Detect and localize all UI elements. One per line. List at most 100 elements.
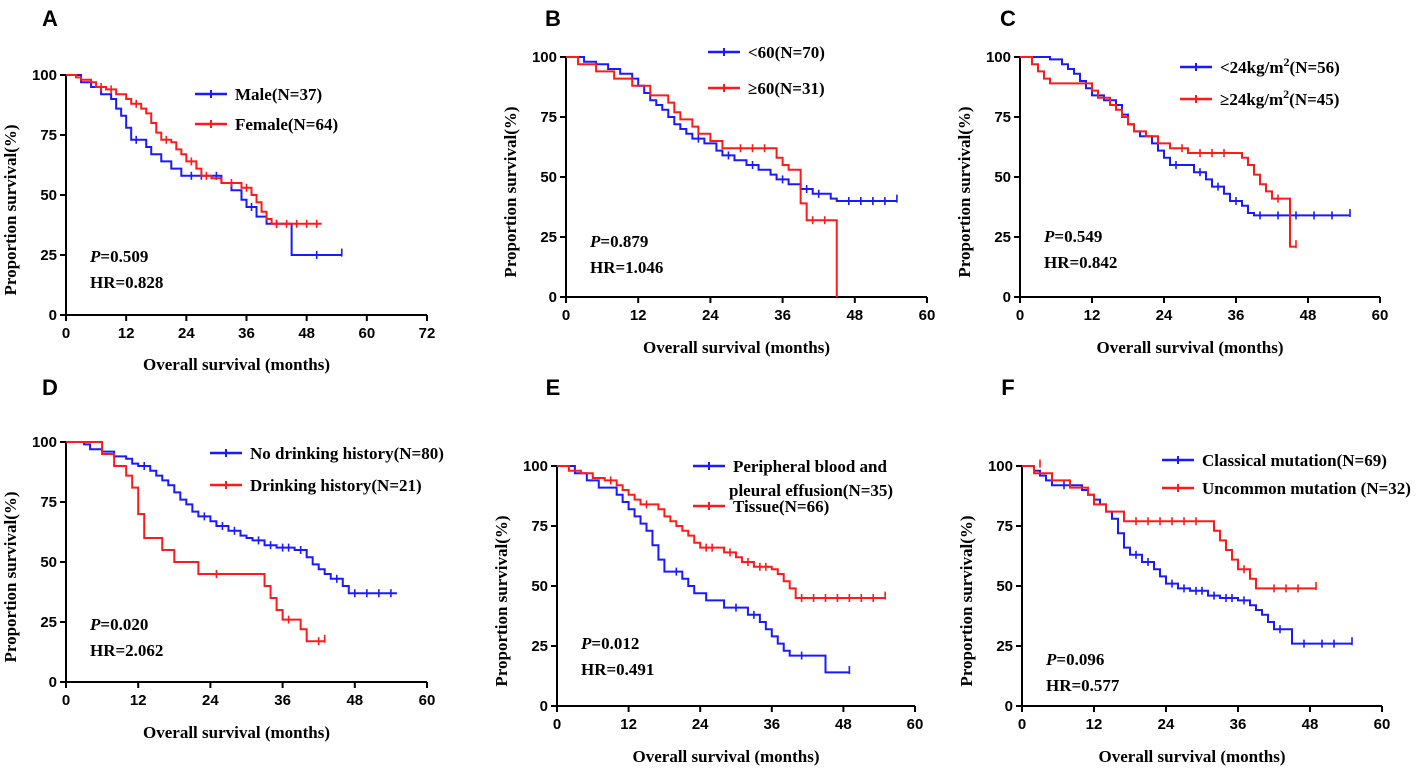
survival-curve (66, 74, 342, 256)
p-value-number: =0.509 (100, 247, 148, 266)
legend-label-superscript: 2 (1284, 55, 1290, 69)
hazard-ratio: HR=0.828 (90, 273, 163, 292)
legend-label-count: (N=45) (1289, 90, 1339, 109)
p-value-number: =0.549 (1054, 227, 1102, 246)
series-red (1022, 459, 1317, 593)
series-red (566, 56, 838, 297)
legend-item: ≥24kg/m2(N=45) (1180, 87, 1339, 109)
y-tick-label: 75 (40, 127, 57, 144)
x-tick-label: 12 (118, 325, 135, 342)
panel-c: C 0 25 50 75 100 0 12 24 36 48 60 Overall survival (… (955, 6, 1388, 357)
legend-label: Male(N=37) (235, 85, 322, 104)
x-tick-label: 0 (62, 325, 70, 342)
hazard-ratio: HR=2.062 (90, 641, 163, 660)
y-tick-label: 0 (540, 698, 548, 715)
legend-label: <24kg/m2(N=56) (1220, 55, 1340, 77)
legend-label-main: ≥24kg/m (1220, 90, 1283, 109)
series-blue (557, 465, 851, 674)
y-axis-title: Proportion survival(%) (955, 106, 974, 277)
legend-item: Male(N=37) (195, 85, 322, 104)
legend-label: Peripheral blood and (733, 457, 888, 476)
x-tick-label: 12 (630, 307, 647, 324)
x-tick-label: 60 (907, 716, 924, 733)
y-tick-label: 25 (996, 638, 1013, 655)
x-axis-title: Overall survival (months) (1099, 747, 1286, 766)
panel-b: B 0 25 50 75 100 0 12 24 36 48 60 Overall survival (… (501, 6, 935, 357)
legend-label: Drinking history(N=21) (250, 476, 422, 495)
x-tick-label: 60 (419, 692, 436, 709)
legend-label: ≥60(N=31) (748, 79, 825, 98)
panel-letter: B (545, 6, 561, 31)
y-tick-label: 50 (996, 578, 1013, 595)
legend-label: No drinking history(N=80) (250, 444, 444, 463)
p-value: P=0.020 (89, 615, 148, 634)
y-tick-label: 25 (40, 247, 57, 264)
survival-curve (557, 465, 886, 599)
y-axis-title: Proportion survival(%) (957, 515, 976, 686)
survival-curve (1020, 56, 1350, 217)
x-tick-label: 0 (1018, 716, 1026, 733)
p-value: P=0.549 (1043, 227, 1102, 246)
x-tick-label: 12 (1084, 307, 1101, 324)
x-tick-label: 12 (130, 692, 147, 709)
survival-curve (566, 56, 897, 202)
x-tick-label: 36 (1230, 716, 1247, 733)
x-tick-label: 24 (702, 307, 719, 324)
x-tick-label: 36 (274, 692, 291, 709)
hazard-ratio: HR=1.046 (590, 258, 663, 277)
legend-item: <60(N=70) (708, 43, 825, 62)
x-axis-title: Overall survival (months) (633, 747, 820, 766)
x-tick-label: 48 (298, 325, 315, 342)
legend-item: Uncommon mutation (N=32) (1162, 479, 1411, 498)
x-tick-label: 36 (774, 307, 791, 324)
legend-label-count: (N=56) (1290, 58, 1340, 77)
y-tick-label: 75 (531, 518, 548, 535)
p-value-number: =0.096 (1056, 650, 1104, 669)
y-tick-label: 0 (1005, 698, 1013, 715)
p-value: P=0.012 (580, 634, 639, 653)
x-axis-title: Overall survival (months) (143, 355, 330, 374)
y-tick-label: 0 (49, 674, 57, 691)
y-tick-label: 0 (49, 307, 57, 324)
x-tick-label: 36 (763, 716, 780, 733)
survival-curve (566, 56, 838, 297)
y-tick-label: 0 (549, 289, 557, 306)
survival-curve (1022, 465, 1316, 590)
y-tick-label: 50 (40, 554, 57, 571)
panel-a: A 0 25 50 75 100 0 12 24 36 48 60 72 Overall survival… (1, 6, 435, 374)
y-tick-label: 25 (40, 614, 57, 631)
legend-item: Classical mutation(N=69) (1162, 451, 1387, 470)
x-tick-label: 36 (238, 325, 255, 342)
x-tick-label: 0 (562, 307, 570, 324)
p-value-number: =0.020 (100, 615, 148, 634)
x-tick-label: 24 (692, 716, 709, 733)
y-tick-label: 75 (540, 109, 557, 126)
p-value: P=0.879 (589, 232, 648, 251)
y-tick-label: 100 (986, 49, 1011, 66)
x-tick-label: 12 (1086, 716, 1103, 733)
legend-label: Female(N=64) (235, 115, 338, 134)
x-tick-label: 60 (1372, 307, 1389, 324)
survival-curve (557, 465, 850, 674)
series-blue (66, 441, 397, 598)
p-value: P=0.096 (1045, 650, 1104, 669)
series-red (557, 465, 886, 602)
legend-item: Tissue(N=66) (693, 497, 829, 516)
p-symbol: P (89, 247, 101, 266)
x-tick-label: 24 (1158, 716, 1175, 733)
y-tick-label: 25 (531, 638, 548, 655)
legend-item: Female(N=64) (195, 115, 338, 134)
survival-curve (1020, 56, 1296, 248)
legend-item: <24kg/m2(N=56) (1180, 55, 1340, 77)
x-tick-label: 0 (62, 692, 70, 709)
series-blue (566, 56, 898, 205)
x-tick-label: 24 (202, 692, 219, 709)
legend-label: ≥24kg/m2(N=45) (1220, 87, 1339, 109)
x-axis-title: Overall survival (months) (643, 338, 830, 357)
y-tick-label: 100 (32, 434, 57, 451)
survival-curve (66, 74, 322, 225)
x-tick-label: 48 (1300, 307, 1317, 324)
y-axis-title: Proportion survival(%) (1, 491, 20, 662)
legend-label-main: <24kg/m (1220, 58, 1284, 77)
y-tick-label: 100 (523, 458, 548, 475)
